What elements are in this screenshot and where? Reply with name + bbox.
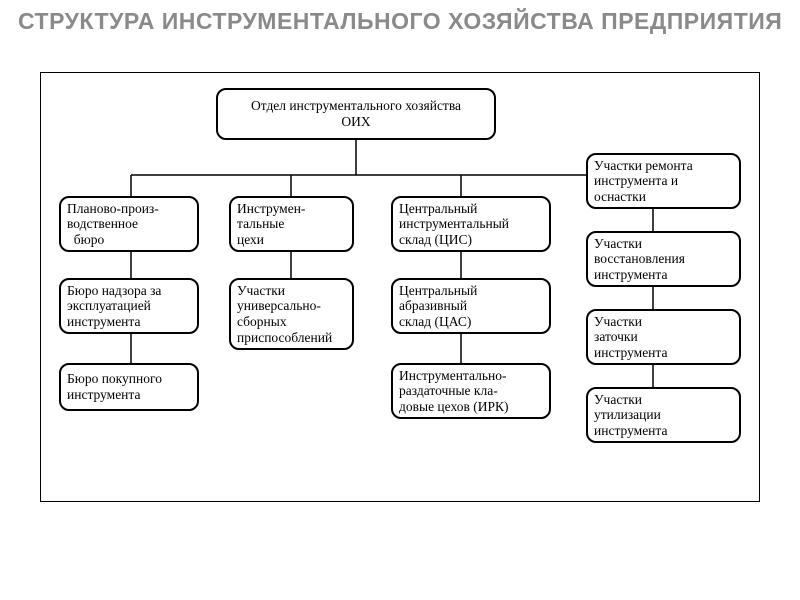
box-col2-0-label: Инструмен- тальные цехи (237, 201, 305, 248)
box-col4-3-label: Участки утилизации инструмента (594, 392, 667, 439)
box-col2-0: Инструмен- тальные цехи (229, 196, 354, 252)
slide-title: СТРУКТУРА ИНСТРУМЕНТАЛЬНОГО ХОЗЯЙСТВА ПР… (18, 8, 782, 34)
box-col4-3: Участки утилизации инструмента (586, 387, 741, 443)
box-col4-1: Участки восстановления инструмента (586, 231, 741, 287)
box-col3-0-label: Центральный инструментальный склад (ЦИС) (399, 201, 509, 248)
box-col1-1: Бюро надзора за эксплуатацией инструмент… (59, 278, 199, 334)
box-col2-1-label: Участки универсально- сборных приспособл… (237, 283, 332, 345)
box-col4-0: Участки ремонта инструмента и оснастки (586, 153, 741, 209)
root-box-label: Отдел инструментального хозяйства ОИХ (251, 98, 461, 129)
box-col4-0-label: Участки ремонта инструмента и оснастки (594, 158, 693, 205)
box-col3-2: Инструментально- раздаточные кла- довые … (391, 363, 551, 419)
box-col3-1-label: Центральный абразивный склад (ЦАС) (399, 283, 477, 330)
box-col1-2-label: Бюро покупного инструмента (67, 371, 162, 402)
root-box: Отдел инструментального хозяйства ОИХ (216, 88, 496, 140)
box-col4-2: Участки заточки инструмента (586, 309, 741, 365)
box-col1-1-label: Бюро надзора за эксплуатацией инструмент… (67, 283, 161, 330)
org-chart-frame: Отдел инструментального хозяйства ОИХ Пла… (40, 72, 760, 502)
box-col3-2-label: Инструментально- раздаточные кла- довые … (399, 368, 508, 415)
box-col2-1: Участки универсально- сборных приспособл… (229, 278, 354, 350)
box-col1-0-label: Планово-произ- водственное бюро (67, 201, 159, 248)
box-col1-0: Планово-произ- водственное бюро (59, 196, 199, 252)
box-col1-2: Бюро покупного инструмента (59, 363, 199, 411)
box-col4-2-label: Участки заточки инструмента (594, 314, 667, 361)
box-col4-1-label: Участки восстановления инструмента (594, 236, 685, 283)
box-col3-0: Центральный инструментальный склад (ЦИС) (391, 196, 551, 252)
box-col3-1: Центральный абразивный склад (ЦАС) (391, 278, 551, 334)
